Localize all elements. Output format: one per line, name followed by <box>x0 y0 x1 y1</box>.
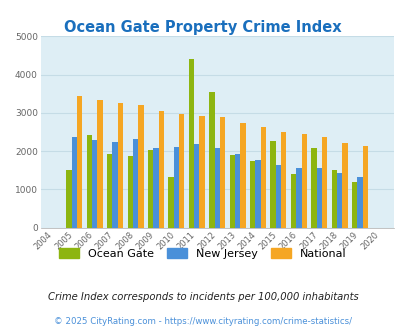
Bar <box>87 135 92 228</box>
Bar <box>356 177 362 228</box>
Text: © 2025 CityRating.com - https://www.cityrating.com/crime-statistics/: © 2025 CityRating.com - https://www.city… <box>54 317 351 326</box>
Bar <box>234 154 240 228</box>
Bar <box>153 148 158 228</box>
Bar <box>249 161 255 228</box>
Bar <box>132 139 138 228</box>
Bar <box>117 103 123 228</box>
Bar <box>107 154 112 228</box>
Bar <box>316 168 321 228</box>
Bar <box>158 111 164 228</box>
Bar <box>311 148 316 228</box>
Bar <box>77 96 82 228</box>
Bar <box>260 127 265 228</box>
Bar <box>209 92 214 228</box>
Bar <box>341 144 347 228</box>
Bar <box>97 100 102 228</box>
Bar <box>138 105 143 228</box>
Bar <box>220 117 225 228</box>
Bar <box>270 141 275 228</box>
Bar <box>168 177 173 228</box>
Bar <box>148 150 153 228</box>
Text: Ocean Gate Property Crime Index: Ocean Gate Property Crime Index <box>64 20 341 35</box>
Bar <box>66 170 71 228</box>
Bar <box>127 156 132 228</box>
Bar <box>290 175 296 228</box>
Bar <box>301 134 306 228</box>
Text: Crime Index corresponds to incidents per 100,000 inhabitants: Crime Index corresponds to incidents per… <box>47 292 358 302</box>
Bar <box>280 132 286 228</box>
Bar <box>336 173 341 228</box>
Bar <box>362 146 367 228</box>
Bar <box>112 142 117 228</box>
Bar <box>275 165 280 228</box>
Bar <box>92 140 97 228</box>
Legend: Ocean Gate, New Jersey, National: Ocean Gate, New Jersey, National <box>55 245 350 262</box>
Bar <box>321 137 326 228</box>
Bar <box>188 59 194 228</box>
Bar <box>173 147 179 228</box>
Bar <box>179 115 184 228</box>
Bar <box>71 137 77 228</box>
Bar <box>199 116 204 228</box>
Bar <box>296 168 301 228</box>
Bar <box>240 123 245 228</box>
Bar <box>331 170 336 228</box>
Bar <box>255 160 260 228</box>
Bar <box>194 144 199 228</box>
Bar <box>229 155 234 228</box>
Bar <box>351 182 356 228</box>
Bar <box>214 148 220 228</box>
